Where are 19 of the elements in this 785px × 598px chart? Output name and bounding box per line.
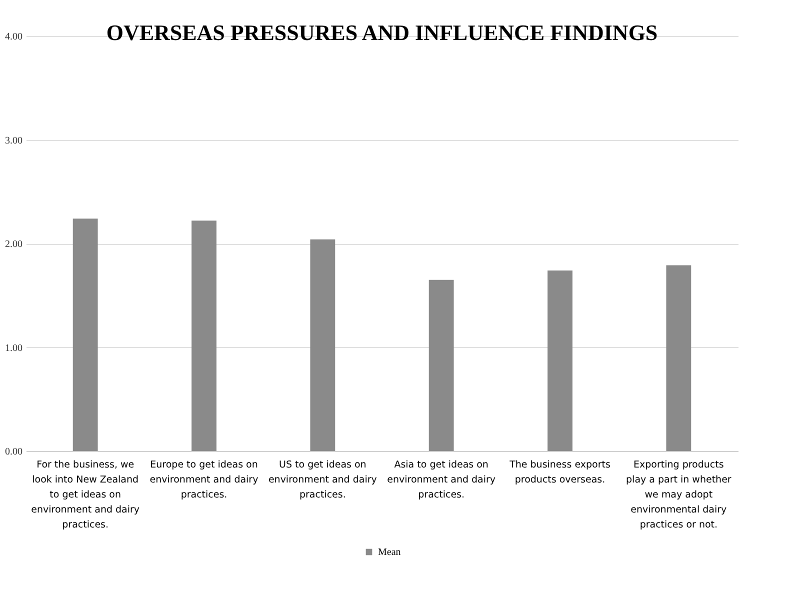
legend-label: Mean bbox=[378, 547, 401, 558]
y-tick-label: 3.00 bbox=[5, 135, 22, 146]
x-tick-label: Asia to get ideas on environment and dairy practices. bbox=[387, 460, 496, 500]
y-tick-label: 2.00 bbox=[5, 239, 22, 250]
x-tick-label: US to get ideas on environment and dairy practices. bbox=[268, 460, 378, 500]
bar bbox=[548, 270, 572, 451]
bar bbox=[192, 220, 216, 451]
x-tick-label: For the business, we look into New Zealand to get ideas on environment and dairy practices. bbox=[31, 460, 140, 530]
y-tick-label: 1.00 bbox=[5, 342, 22, 354]
bar bbox=[72, 218, 98, 451]
bar bbox=[310, 239, 336, 451]
x-tick-label: Exporting products play a part in whether we may adopt environmental dairy practices or not. bbox=[626, 460, 732, 530]
y-tick-label: 4.00 bbox=[5, 32, 22, 42]
bar bbox=[428, 280, 454, 451]
x-tick-label: Europe to get ideas on environment and dairy practices. bbox=[150, 460, 259, 500]
y-tick-label: 0.00 bbox=[5, 446, 22, 458]
chart-title: OVERSEAS PRESSURES AND INFLUENCE FINDINGS bbox=[106, 20, 658, 45]
x-tick-label: The business exports products overseas. bbox=[508, 460, 610, 486]
bar bbox=[666, 265, 692, 451]
